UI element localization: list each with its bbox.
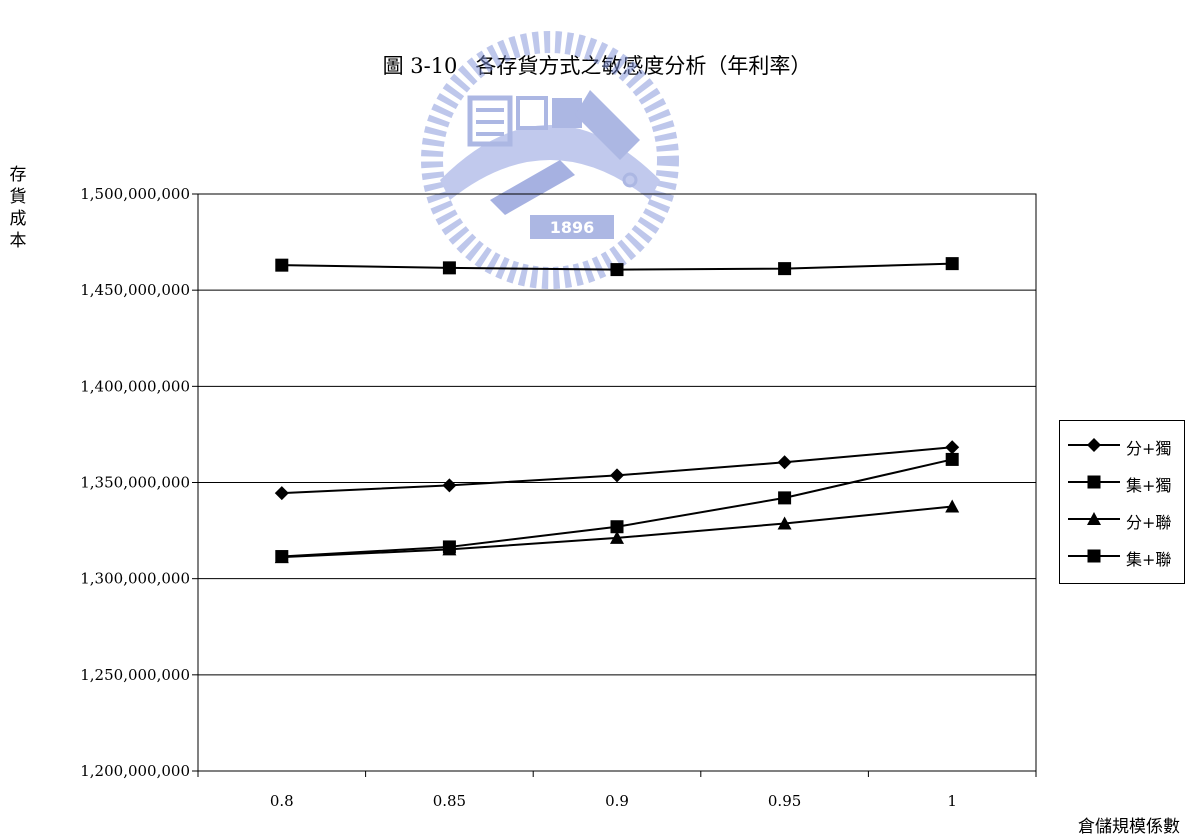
- data-point: [610, 520, 624, 534]
- data-point: [442, 261, 456, 275]
- y-tick-label: 1,400,000,000: [80, 377, 190, 395]
- x-tick-label: 0.9: [605, 792, 629, 810]
- data-point: [777, 455, 792, 470]
- data-point: [274, 486, 289, 501]
- data-point: [778, 262, 792, 276]
- series-2: [275, 452, 959, 564]
- x-tick-label: 0.95: [768, 792, 801, 810]
- data-point: [945, 452, 959, 466]
- y-tick-label: 1,450,000,000: [80, 281, 190, 299]
- y-tick-label: 1,200,000,000: [80, 762, 190, 780]
- data-point: [610, 530, 624, 544]
- legend-label: 集+聯: [1126, 550, 1172, 569]
- legend-swatch: [1068, 512, 1120, 525]
- series-3: [274, 499, 960, 564]
- legend-label: 集+獨: [1126, 476, 1172, 495]
- x-axis-label: 倉儲規模係數: [1078, 817, 1180, 837]
- y-axis-label: 存貨成本: [9, 165, 27, 251]
- y-tick-label: 1,300,000,000: [80, 570, 190, 588]
- legend-item: 集+聯: [1060, 542, 1184, 570]
- data-point: [945, 257, 959, 271]
- series-1: [274, 440, 960, 501]
- data-point: [777, 516, 792, 530]
- legend-label: 分+獨: [1126, 439, 1172, 458]
- y-tick-label: 1,250,000,000: [80, 666, 190, 684]
- data-point: [610, 263, 624, 277]
- figure-number: 圖 3-10: [382, 54, 458, 78]
- data-point: [274, 550, 289, 564]
- legend-marker: [1087, 549, 1101, 563]
- x-tick-label: 0.8: [270, 792, 294, 810]
- legend-label: 分+聯: [1126, 513, 1172, 532]
- legend-swatch: [1068, 475, 1120, 489]
- data-point: [442, 478, 457, 493]
- chart-legend: 分+獨集+獨分+聯集+聯: [1059, 420, 1185, 584]
- y-tick-label: 1,500,000,000: [80, 185, 190, 203]
- legend-marker: [1087, 512, 1101, 525]
- data-point: [945, 499, 960, 513]
- legend-swatch: [1068, 438, 1120, 452]
- data-point: [275, 258, 289, 272]
- legend-marker: [1087, 438, 1101, 452]
- legend-item: 分+獨: [1060, 431, 1184, 459]
- data-point: [442, 542, 457, 556]
- data-point: [945, 440, 960, 455]
- legend-item: 集+獨: [1060, 468, 1184, 496]
- chart-title: 圖 3-10 各存貨方式之敏感度分析（年利率）: [0, 50, 1194, 80]
- legend-item: 分+聯: [1060, 505, 1184, 533]
- y-tick-label: 1,350,000,000: [80, 474, 190, 492]
- x-tick-label: 1: [947, 792, 957, 810]
- data-point: [778, 491, 792, 505]
- watermark-year: 1896: [550, 218, 595, 237]
- x-tick-label: 0.85: [433, 792, 466, 810]
- legend-marker: [1087, 475, 1101, 489]
- legend-swatch: [1068, 549, 1120, 563]
- university-seal-watermark: 1896: [421, 31, 679, 289]
- series-4: [275, 257, 959, 277]
- data-point: [610, 468, 624, 483]
